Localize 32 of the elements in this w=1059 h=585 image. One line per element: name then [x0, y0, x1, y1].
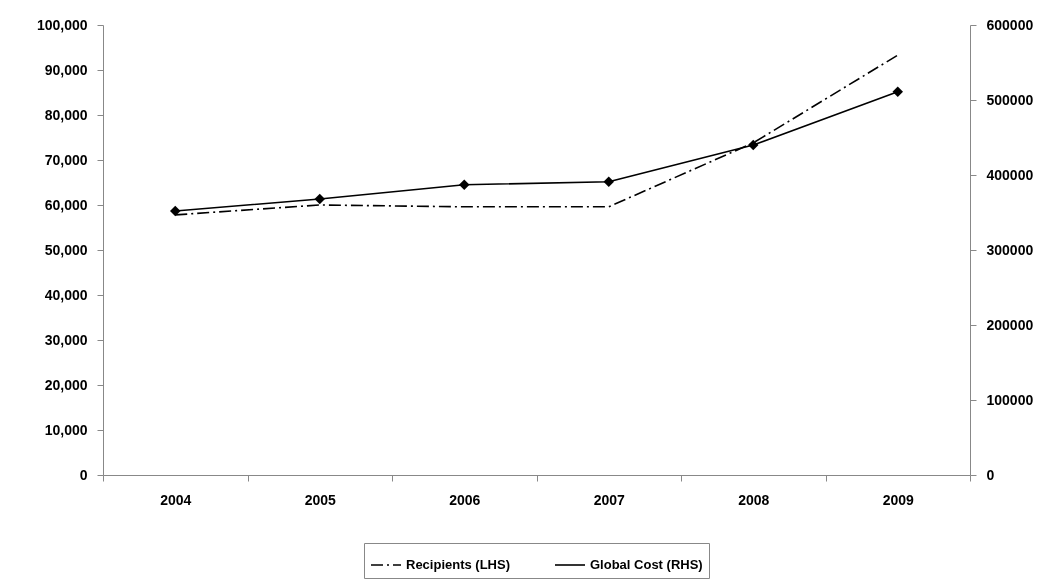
point	[603, 176, 614, 187]
point	[748, 139, 759, 151]
x-tick-label: 2004	[160, 491, 192, 508]
y2-tick-label: 600000	[986, 16, 1034, 33]
y2-tick-label: 500000	[986, 91, 1034, 108]
legend-label: Recipients (LHS)	[406, 557, 511, 572]
y2-tick-label: 0	[986, 466, 995, 483]
x-tick-label: 2009	[882, 491, 915, 508]
x-tick-label: 2007	[593, 491, 626, 508]
point	[459, 179, 470, 190]
point	[170, 205, 181, 217]
y-tick-label: 20,000	[44, 376, 88, 393]
y-tick-label: 90,000	[44, 61, 88, 78]
legend-label: Global Cost (RHS)	[590, 557, 703, 572]
y-tick-label: 80,000	[44, 106, 88, 123]
y-tick-label: 30,000	[44, 331, 88, 348]
y-tick-label: 100,000	[36, 16, 88, 33]
x-tick-label: 2006	[449, 491, 481, 508]
x-tick-label: 2008	[738, 491, 770, 508]
y-tick-label: 60,000	[44, 196, 88, 213]
y2-tick-label: 100000	[986, 391, 1034, 408]
x-tick-label: 2005	[304, 491, 337, 508]
y-tick-label: 50,000	[44, 241, 88, 258]
y-tick-label: 40,000	[44, 286, 88, 303]
y2-tick-label: 300000	[986, 241, 1034, 258]
y2-tick-label: 200000	[986, 316, 1034, 333]
y-tick-label: 70,000	[44, 151, 88, 168]
y-tick-label: 0	[79, 466, 88, 483]
point	[892, 86, 903, 97]
point	[314, 193, 325, 205]
y-tick-label: 10,000	[44, 421, 88, 438]
y2-tick-label: 400000	[986, 166, 1034, 183]
